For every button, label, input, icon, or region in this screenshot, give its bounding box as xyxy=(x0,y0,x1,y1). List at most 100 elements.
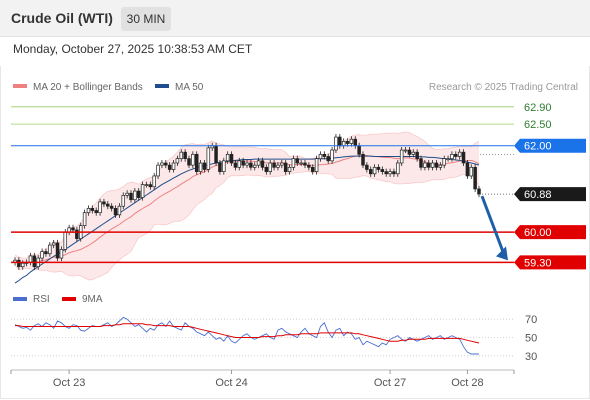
candle-body xyxy=(295,158,300,164)
candle xyxy=(171,159,176,173)
candle xyxy=(450,151,454,162)
last-price-label-box xyxy=(514,187,586,202)
candle xyxy=(148,181,153,190)
copyright: Research © 2025 Trading Central xyxy=(429,82,578,93)
candle xyxy=(303,159,307,169)
candle-body xyxy=(399,149,404,164)
candle xyxy=(388,168,392,177)
candle-body xyxy=(423,162,427,168)
candle xyxy=(291,155,296,171)
candle xyxy=(399,146,404,167)
pivot-label-box xyxy=(514,138,586,153)
x-tick-label: Oct 24 xyxy=(215,377,247,389)
candle xyxy=(372,164,377,177)
instrument-title: Crude Oil (WTI) xyxy=(11,10,113,26)
candle-body xyxy=(322,153,327,157)
candle-body xyxy=(330,149,334,162)
candle xyxy=(218,159,222,175)
candle xyxy=(334,134,338,154)
support-label: 60.00 xyxy=(524,227,552,239)
candle-body xyxy=(136,190,141,198)
legend-rsi-ma-label: 9MA xyxy=(82,294,103,305)
candle xyxy=(183,149,187,162)
candle-body xyxy=(179,151,184,160)
candle xyxy=(465,159,470,179)
timestamp: Monday, October 27, 2025 10:38:53 AM CET xyxy=(13,42,253,56)
candle-body xyxy=(465,162,470,177)
candle xyxy=(179,149,184,162)
legend-swatch-ma50 xyxy=(155,84,169,88)
candle-body xyxy=(152,175,156,188)
candle xyxy=(59,246,64,262)
candle xyxy=(48,242,52,257)
candle xyxy=(117,203,122,218)
legend-rsi-label: RSI xyxy=(33,294,50,305)
candle-body xyxy=(140,184,145,198)
forecast-arrow-head xyxy=(496,246,508,261)
candle-body xyxy=(388,171,392,175)
rsi-tick-label: 50 xyxy=(525,333,537,345)
candle xyxy=(396,159,400,177)
candle-body xyxy=(171,162,176,170)
candle xyxy=(133,188,137,203)
candle-body xyxy=(86,208,91,214)
candle-body xyxy=(314,158,319,172)
candle xyxy=(426,159,431,171)
candle-body xyxy=(403,149,408,152)
candle-body xyxy=(160,162,164,166)
candle-body xyxy=(446,158,450,161)
resistance-label: 62.90 xyxy=(524,102,552,114)
candle-body xyxy=(260,160,265,168)
candle-body xyxy=(129,192,133,201)
candle-body xyxy=(229,153,234,164)
candle-body xyxy=(469,166,474,177)
candle xyxy=(314,155,319,175)
support-label-box xyxy=(514,255,586,270)
candle-body xyxy=(82,212,87,227)
candle xyxy=(307,162,311,171)
candle xyxy=(365,162,369,173)
candle-body xyxy=(365,164,369,170)
candle xyxy=(326,153,330,164)
candle xyxy=(454,151,458,160)
chart-header: Crude Oil (WTI) 30 MIN xyxy=(0,0,590,37)
candle xyxy=(32,252,37,270)
candle xyxy=(376,164,381,173)
rsi-ma-line xyxy=(15,323,480,344)
bollinger-band-fill xyxy=(15,132,479,280)
legend-swatch-rsi xyxy=(13,297,27,301)
candle xyxy=(299,159,303,167)
candle-body xyxy=(252,164,257,168)
candle xyxy=(392,168,396,177)
candle xyxy=(415,149,419,162)
candle-body xyxy=(167,164,172,170)
candle-body xyxy=(326,156,330,162)
candle-body xyxy=(175,158,180,164)
candle xyxy=(268,159,272,175)
level-pivot: 62.00 xyxy=(11,138,586,153)
legend-ma50-label: MA 50 xyxy=(175,82,204,93)
candle xyxy=(156,162,160,179)
candle-body xyxy=(102,201,106,205)
candle-body xyxy=(75,229,79,239)
candle xyxy=(167,162,172,173)
legend-swatch-bollinger xyxy=(13,84,27,88)
legend-swatch-rsi-ma xyxy=(62,297,76,301)
rsi-tick-label: 30 xyxy=(525,351,537,363)
candle-body xyxy=(357,145,361,155)
candle-body xyxy=(28,255,33,263)
candle-body xyxy=(287,166,292,172)
candle xyxy=(349,136,354,147)
candle xyxy=(90,205,95,214)
candle xyxy=(434,159,439,171)
candle-body xyxy=(392,171,396,175)
x-tick-label: Oct 27 xyxy=(374,377,406,389)
candle-body xyxy=(233,162,238,168)
candle-body xyxy=(256,160,261,166)
rsi-tick-label: 70 xyxy=(525,314,537,326)
timeframe-button[interactable]: 30 MIN xyxy=(121,7,171,31)
candle-body xyxy=(63,231,68,250)
candle-body xyxy=(372,166,377,175)
candle-body xyxy=(473,166,477,190)
candle xyxy=(457,149,462,160)
